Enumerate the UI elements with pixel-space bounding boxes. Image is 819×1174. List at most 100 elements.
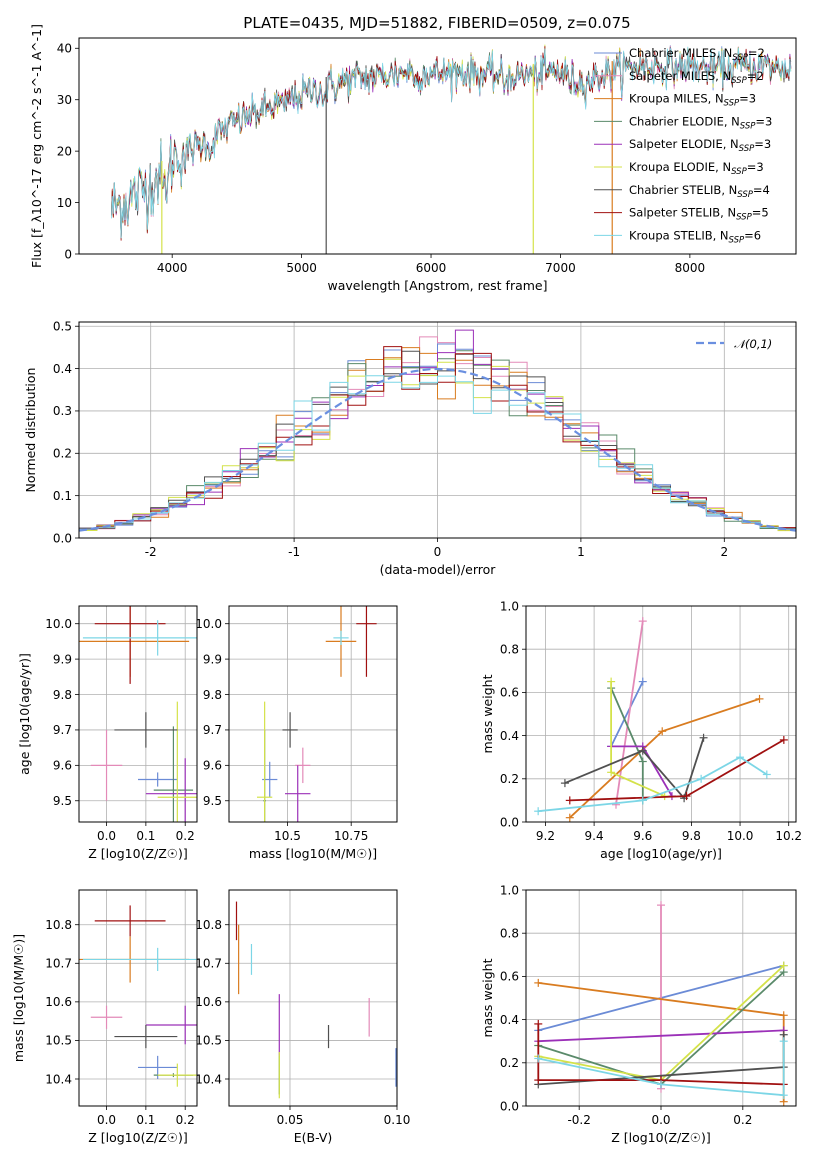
y-tick-label: 0.6 <box>500 970 519 984</box>
y-tick-label: 10.8 <box>195 918 222 932</box>
legend-nssp: =3 <box>739 92 756 106</box>
weight-marker <box>607 768 616 777</box>
histogram-step-8 <box>79 346 796 538</box>
weight-marker <box>612 800 620 809</box>
errorbar-point-5 <box>145 758 197 822</box>
weight-marker <box>560 779 569 788</box>
weight-line-8 <box>569 739 785 802</box>
legend-entry: Chabrier MILES, NSSP=2 <box>629 46 765 63</box>
weight-line-7 <box>564 737 705 800</box>
y-tick-label: 10.0 <box>45 617 72 631</box>
legend-entry: Salpeter STELIB, NSSP=5 <box>629 206 769 223</box>
plot-area <box>111 44 792 254</box>
y-tick-label: 10.8 <box>45 918 72 932</box>
x-tick-label: 0.2 <box>176 829 195 843</box>
y-tick-label: 0.0 <box>500 815 519 829</box>
x-tick-label: 6000 <box>416 261 447 275</box>
weight-marker <box>779 1091 788 1100</box>
y-tick-label: 10.5 <box>195 1034 222 1048</box>
x-tick-label: 10.5 <box>274 829 301 843</box>
y-tick-label: 0.2 <box>500 772 519 786</box>
errorbar-point-1 <box>138 772 178 787</box>
errorbar-point-7 <box>114 1025 178 1049</box>
x-tick-label: 7000 <box>545 261 576 275</box>
x-tick-label: 0.1 <box>136 829 155 843</box>
weight-marker <box>658 727 667 736</box>
y-tick-label: 10 <box>57 196 72 210</box>
axes-frame <box>228 889 398 1107</box>
axes-frame <box>525 605 797 823</box>
legend-entry: Chabrier STELIB, NSSP=4 <box>629 183 770 200</box>
grid <box>526 605 796 823</box>
legend-entry: 𝒩(0,1) <box>734 337 772 351</box>
weight-marker <box>779 1037 788 1046</box>
y-tick-label: 0.4 <box>500 729 519 743</box>
legend-nssp: =5 <box>752 206 769 220</box>
weight-line-9 <box>538 1041 785 1097</box>
y-tick-label: 10.5 <box>45 1034 72 1048</box>
errorbar-point-4 <box>153 726 194 822</box>
errorbar-point-5 <box>285 765 311 822</box>
axes-frame <box>78 889 198 1107</box>
panel-3: 0.0 0.1 0.2 9.5 9.6 9.7 9.8 9.9 10.0 Z [log10(Z/Z… <box>17 605 198 861</box>
legend-nssp: =3 <box>755 114 772 128</box>
legend-entry: Chabrier ELODIE, NSSP=3 <box>629 114 772 131</box>
y-axis-label: mass weight <box>480 958 495 1037</box>
plot-area <box>257 606 377 822</box>
weight-marker <box>534 978 543 987</box>
x-tick-label: -2 <box>145 545 157 559</box>
x-axis-label: E(B-V) <box>294 1130 333 1145</box>
errorbar-point-9 <box>333 630 349 645</box>
x-tick-label: -0.2 <box>567 1113 590 1127</box>
weight-marker <box>736 753 745 762</box>
x-tick-label: 10.0 <box>727 829 754 843</box>
y-tick-label: 9.9 <box>203 652 222 666</box>
axes-frame <box>228 605 398 823</box>
y-axis-label: mass [log10(M/M☉)] <box>11 934 26 1062</box>
x-tick-label: 5000 <box>286 261 317 275</box>
grid <box>79 890 197 1106</box>
errorbar-point-6 <box>157 701 197 822</box>
weight-line-8 <box>537 1023 784 1086</box>
y-tick-label: 9.7 <box>53 723 72 737</box>
x-axis-label: Z [log10(Z/Z☉)] <box>88 846 188 861</box>
y-tick-label: 0.6 <box>500 686 519 700</box>
panel-4: 10.5 10.75 9.5 9.6 9.7 9.8 9.9 10.0 mass [log10(… <box>195 605 398 861</box>
legend-entry: Salpeter ELODIE, NSSP=3 <box>629 137 771 154</box>
legend-nssp: =4 <box>753 183 770 197</box>
y-tick-label: 10.7 <box>45 957 72 971</box>
weight-marker <box>779 735 788 744</box>
y-tick-label: 9.6 <box>53 759 72 773</box>
weight-marker <box>534 1076 543 1085</box>
errorbar-point-8 <box>94 905 166 937</box>
y-tick-label: 0.5 <box>53 320 72 334</box>
x-axis-label: Z [log10(Z/Z☉)] <box>611 1130 711 1145</box>
legend-entry: Kroupa STELIB, NSSP=6 <box>629 228 761 245</box>
errorbar-point-6 <box>157 1063 197 1087</box>
plot-area <box>79 329 796 538</box>
x-tick-label: 10.75 <box>334 829 368 843</box>
grid <box>229 606 397 822</box>
chart-title: PLATE=0435, MJD=51882, FIBERID=0509, z=0… <box>243 14 630 32</box>
legend-nssp: =3 <box>747 160 764 174</box>
y-tick-label: 9.9 <box>53 652 72 666</box>
y-tick-label: 9.7 <box>203 723 222 737</box>
x-tick-label: 10.2 <box>775 829 802 843</box>
weight-marker <box>762 770 771 779</box>
weight-line-1 <box>610 681 644 747</box>
y-tick-label: 0.4 <box>500 1013 519 1027</box>
y-axis-label: Flux [f_λ10^-17 erg cm^-2 s^-1 A^-1] <box>29 24 44 268</box>
x-axis-label: (data-model)/error <box>380 562 497 577</box>
grid <box>229 890 398 1106</box>
legend-name: Chabrier STELIB, N <box>629 183 737 197</box>
weight-marker <box>534 1054 543 1063</box>
weight-marker <box>699 733 708 742</box>
y-tick-label: 0.4 <box>53 362 72 376</box>
x-axis-label: mass [log10(M/M☉)] <box>249 846 377 861</box>
y-tick-label: 1.0 <box>500 599 519 613</box>
y-tick-label: 0.2 <box>53 447 72 461</box>
weight-line-9 <box>538 756 768 813</box>
errorbar-point-7 <box>282 712 298 748</box>
axes-frame <box>78 321 797 539</box>
plot-area <box>534 901 788 1106</box>
